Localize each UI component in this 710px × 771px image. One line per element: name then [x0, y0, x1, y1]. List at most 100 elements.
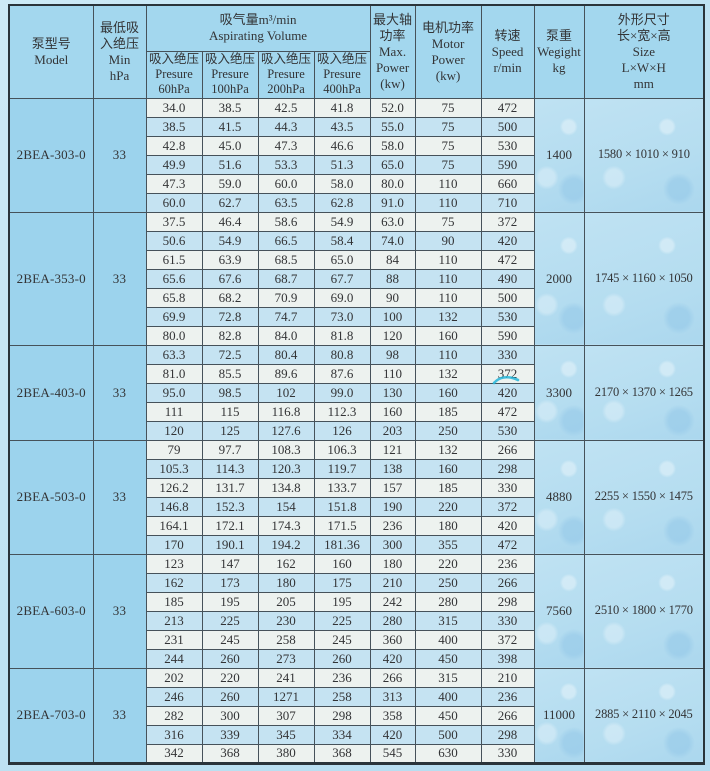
- cell-volume-200hpa: 74.7: [257, 306, 315, 327]
- table-row: 111 115 116.8 112.3 160 185 472: [9, 401, 704, 422]
- cell-volume-60hpa: 342: [145, 743, 203, 764]
- cell-speed: 420: [480, 382, 535, 403]
- cell-volume-100hpa: 225: [201, 610, 259, 631]
- cell-size: 2885 × 2110 × 2045: [583, 667, 705, 764]
- table-row: 2BEA-503-0 33 79 97.7 108.3 106.3 121 132 266 488…: [8, 439, 705, 555]
- table-row: 120 125 127.6 126 203 250 530: [9, 420, 704, 441]
- cell-volume-200hpa: 180: [257, 572, 315, 593]
- table-row: 2BEA-703-0 33 202 220 241 236 266 315 210 11000 28…: [8, 667, 705, 764]
- col-header-size-en1: Size: [632, 43, 655, 59]
- cell-volume-100hpa: 45.0: [201, 135, 259, 156]
- cell-speed: 490: [480, 268, 535, 289]
- cell-volume-400hpa: 46.6: [313, 135, 371, 156]
- cell-max-power: 138: [369, 458, 416, 479]
- cell-volume-60hpa: 146.8: [145, 496, 203, 517]
- cell-volume-60hpa: 79: [145, 439, 203, 460]
- cell-max-power: 120: [369, 325, 416, 346]
- cell-max-power: 98: [369, 344, 416, 365]
- col-header-motor-power: 电机功率 Motor Power (kw): [414, 4, 482, 99]
- cell-speed: 472: [480, 534, 535, 555]
- cell-volume-100hpa: 114.3: [201, 458, 259, 479]
- col-header-pressure-200: 吸入绝压 Presure 200hPa: [257, 50, 315, 99]
- cell-volume-400hpa: 151.8: [313, 496, 371, 517]
- cell-volume-200hpa: 273: [257, 648, 315, 669]
- cell-volume-200hpa: 127.6: [257, 420, 315, 441]
- col-header-model-en: Model: [34, 51, 69, 67]
- cell-max-power: 100: [369, 306, 416, 327]
- cell-volume-60hpa: 202: [145, 667, 203, 688]
- col-header-weight-unit: kg: [552, 59, 566, 75]
- cell-volume-100hpa: 67.6: [201, 268, 259, 289]
- cell-volume-60hpa: 80.0: [145, 325, 203, 346]
- cell-motor-power: 400: [414, 686, 482, 707]
- table-row: 69.9 72.8 74.7 73.0 100 132 530: [9, 306, 704, 327]
- cell-max-power: 236: [369, 515, 416, 536]
- cell-motor-power: 250: [414, 572, 482, 593]
- cell-motor-power: 400: [414, 629, 482, 650]
- cell-volume-400hpa: 54.9: [313, 211, 371, 232]
- cell-volume-100hpa: 97.7: [201, 439, 259, 460]
- cell-volume-100hpa: 98.5: [201, 382, 259, 403]
- cell-speed: 298: [480, 458, 535, 479]
- cell-volume-200hpa: 80.4: [257, 344, 315, 365]
- col-header-motor-en1: Motor: [431, 35, 465, 51]
- cell-motor-power: 110: [414, 192, 482, 213]
- cell-volume-100hpa: 173: [201, 572, 259, 593]
- table-row: 170 190.1 194.2 181.36 300 355 472: [9, 534, 704, 555]
- cell-volume-60hpa: 231: [145, 629, 203, 650]
- table-row: 2BEA-353-0 33 37.5 46.4 58.6 54.9 63.0 75 372 200…: [8, 211, 705, 346]
- col-header-model-zh: 泵型号: [31, 35, 71, 51]
- col-header-min-pressure: 最低吸 入绝压 Min hPa: [92, 4, 147, 99]
- cell-volume-400hpa: 195: [313, 591, 371, 612]
- cell-volume-100hpa: 82.8: [201, 325, 259, 346]
- cell-max-power: 52.0: [369, 97, 416, 118]
- cell-volume-60hpa: 42.8: [145, 135, 203, 156]
- cell-motor-power: 110: [414, 249, 482, 270]
- cell-motor-power: 90: [414, 230, 482, 251]
- cell-volume-60hpa: 111: [145, 401, 203, 422]
- cell-volume-400hpa: 258: [313, 686, 371, 707]
- cell-motor-power: 500: [414, 724, 482, 745]
- cell-size: 2510 × 1800 × 1770: [583, 553, 705, 669]
- cell-max-power: 80.0: [369, 173, 416, 194]
- cell-max-power: 190: [369, 496, 416, 517]
- cell-volume-400hpa: 119.7: [313, 458, 371, 479]
- cell-max-power: 545: [369, 743, 416, 764]
- table-row: 282 300 307 298 358 450 266: [9, 705, 704, 726]
- cell-max-power: 121: [369, 439, 416, 460]
- cell-max-power: 180: [369, 553, 416, 574]
- cell-volume-200hpa: 1271: [257, 686, 315, 707]
- cell-max-power: 110: [369, 363, 416, 384]
- cell-weight: 3300: [533, 344, 585, 441]
- cell-max-power: 157: [369, 477, 416, 498]
- table-row: 105.3 114.3 120.3 119.7 138 160 298: [9, 458, 704, 479]
- cell-min-pressure: 33: [92, 97, 147, 213]
- cell-motor-power: 185: [414, 477, 482, 498]
- cell-speed: 472: [480, 249, 535, 270]
- cell-weight: 1400: [533, 97, 585, 213]
- cell-volume-60hpa: 120: [145, 420, 203, 441]
- header-row-2: 吸入绝压 Presure 60hPa 吸入绝压 Presure 100hPa 吸…: [9, 50, 704, 99]
- col-header-max-unit: (kw): [380, 75, 405, 91]
- cell-volume-100hpa: 68.2: [201, 287, 259, 308]
- cell-volume-60hpa: 170: [145, 534, 203, 555]
- cell-speed: 590: [480, 154, 535, 175]
- cell-weight: 4880: [533, 439, 585, 555]
- cell-volume-60hpa: 246: [145, 686, 203, 707]
- cell-volume-60hpa: 95.0: [145, 382, 203, 403]
- table-row: 246 260 1271 258 313 400 236: [9, 686, 704, 707]
- col-header-speed: 转速 Speed r/min: [480, 4, 535, 99]
- cell-volume-100hpa: 59.0: [201, 173, 259, 194]
- cell-max-power: 313: [369, 686, 416, 707]
- cell-volume-200hpa: 345: [257, 724, 315, 745]
- cell-volume-60hpa: 61.5: [145, 249, 203, 270]
- cell-volume-400hpa: 245: [313, 629, 371, 650]
- cell-volume-200hpa: 154: [257, 496, 315, 517]
- cell-max-power: 88: [369, 268, 416, 289]
- cell-speed: 420: [480, 230, 535, 251]
- cell-volume-400hpa: 99.0: [313, 382, 371, 403]
- cell-volume-100hpa: 85.5: [201, 363, 259, 384]
- table-row: 2BEA-403-0 33 63.3 72.5 80.4 80.8 98 110 330 3300…: [8, 344, 705, 441]
- cell-min-pressure: 33: [92, 211, 147, 346]
